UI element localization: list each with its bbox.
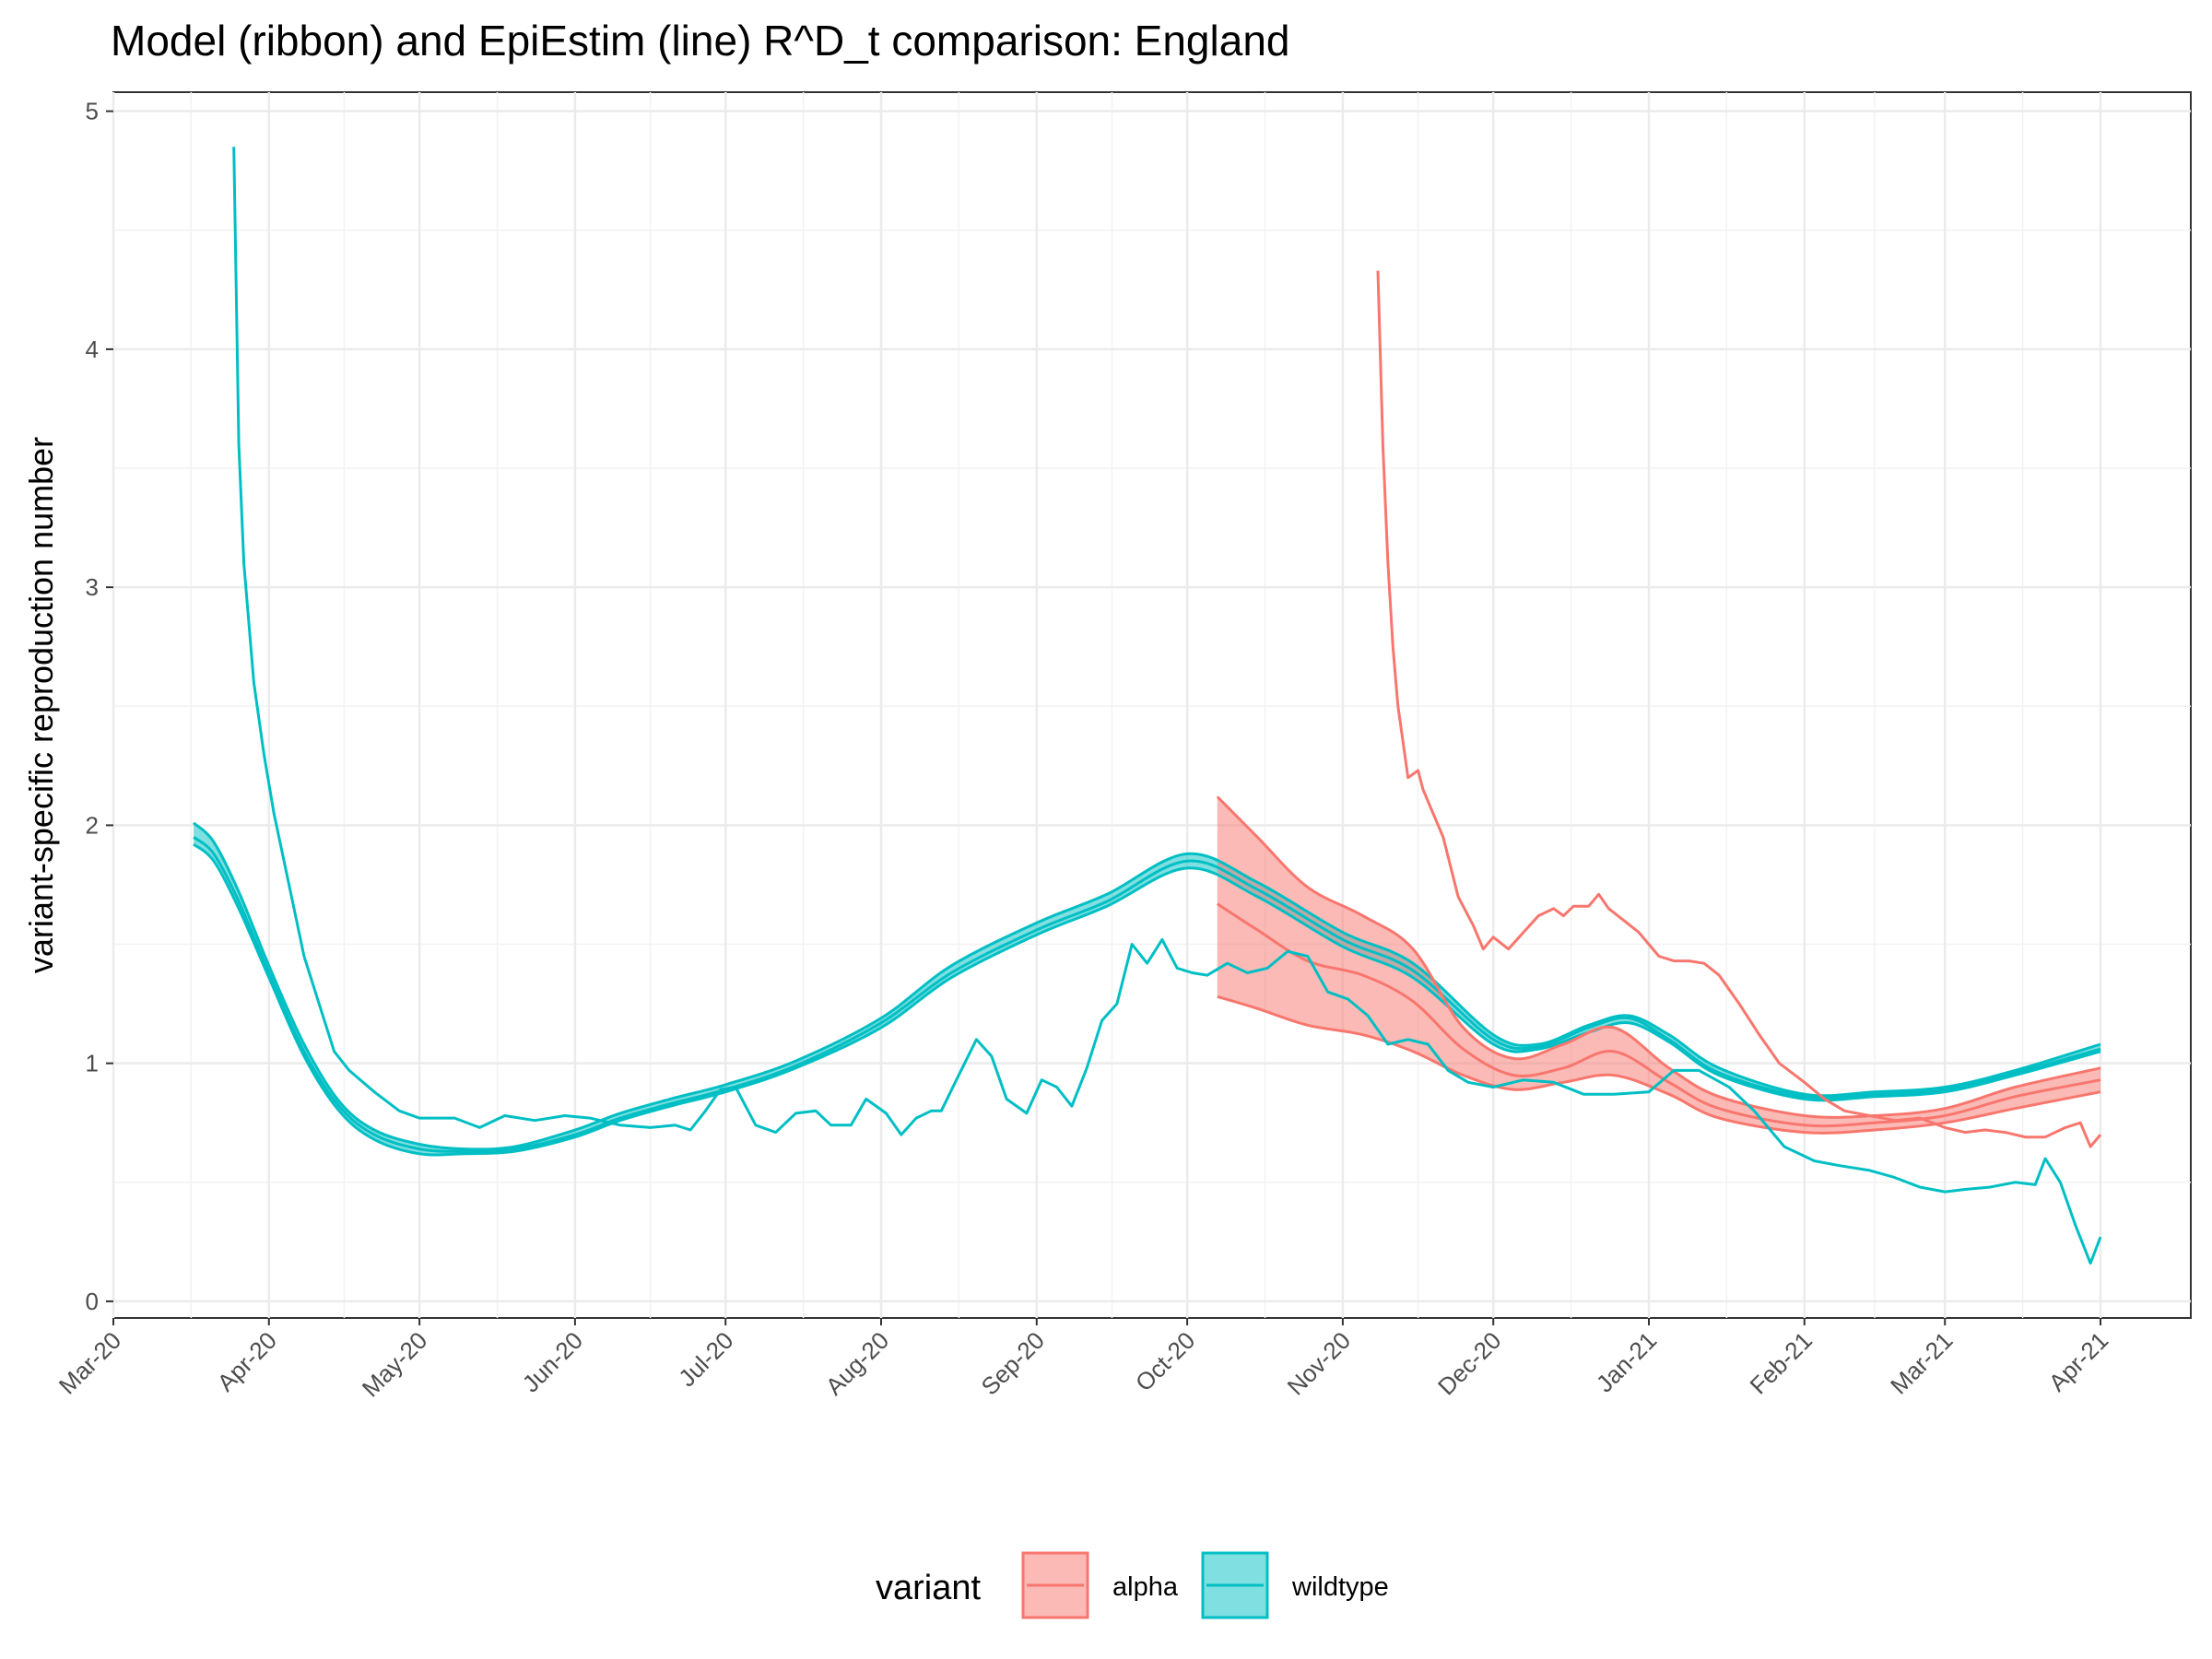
- chart-title: Model (ribbon) and EpiEstim (line) R^D_t…: [111, 17, 1290, 65]
- x-tick-label: Mar-20: [53, 1326, 126, 1399]
- x-tick-label: Nov-20: [1282, 1326, 1356, 1400]
- x-tick-label: May-20: [357, 1326, 433, 1403]
- x-tick-label: Dec-20: [1432, 1326, 1506, 1400]
- wildtype-model-upper-line: [193, 821, 2101, 1151]
- ribbon-layer: [193, 795, 2101, 1157]
- legend-item-wildtype: wildtype: [1201, 1551, 1389, 1619]
- x-tick-label: Jul-20: [673, 1326, 738, 1392]
- x-tick-label: Apr-20: [212, 1326, 282, 1396]
- wildtype-model-median-line: [193, 836, 2101, 1153]
- x-tick-label: Jan-21: [1591, 1326, 1662, 1397]
- x-tick-label: Sep-20: [976, 1326, 1050, 1400]
- y-tick-label: 0: [86, 1288, 99, 1315]
- legend-label-wildtype: wildtype: [1291, 1572, 1389, 1602]
- y-tick-label: 5: [86, 98, 99, 125]
- wildtype-epiestim-line: [232, 147, 2102, 1265]
- y-tick-label: 3: [86, 573, 99, 601]
- x-tick-label: Apr-21: [2043, 1326, 2113, 1396]
- legend-title: variant: [876, 1569, 981, 1607]
- alpha-model-lower-line: [1217, 994, 2101, 1135]
- alpha-ribbon: [1217, 796, 2100, 1134]
- y-axis-title: variant-specific reproduction number: [22, 437, 60, 973]
- alpha-epiestim-line: [1376, 270, 2102, 1148]
- legend: variant alpha wildtype: [876, 1551, 1389, 1619]
- x-tick-label: Oct-20: [1130, 1326, 1200, 1396]
- x-tick-label: Aug-20: [820, 1326, 894, 1400]
- y-tick-label: 2: [86, 811, 99, 839]
- y-tick-label: 1: [86, 1050, 99, 1077]
- wildtype-model-lower-line: [193, 842, 2101, 1157]
- line-layer: [232, 147, 2102, 1265]
- legend-item-alpha: alpha: [1021, 1551, 1179, 1619]
- x-tick-label: Feb-21: [1745, 1326, 1818, 1399]
- plot-panel: [112, 91, 2192, 1319]
- y-tick-label: 4: [86, 335, 99, 363]
- x-tick-label: Mar-21: [1885, 1326, 1958, 1399]
- x-tick-label: Jun-20: [517, 1326, 588, 1397]
- grid-layer: [112, 92, 2191, 1318]
- legend-label-alpha: alpha: [1112, 1572, 1179, 1602]
- alpha-model-upper-line: [1216, 795, 2101, 1119]
